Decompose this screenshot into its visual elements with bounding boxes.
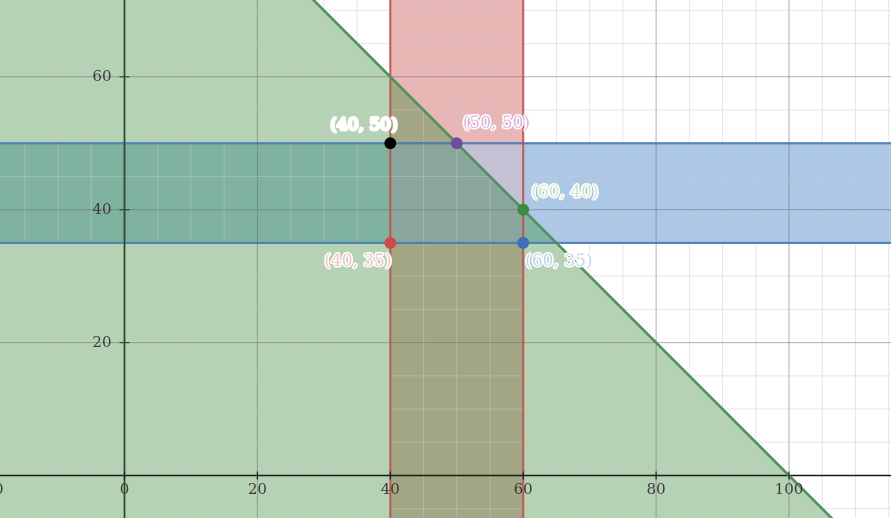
- data-point-40-35[interactable]: [384, 237, 397, 249]
- point-label-40-50: (40, 50): [330, 115, 398, 136]
- point-label-60-40: (60, 40): [531, 181, 599, 202]
- point-label-50-50: (50, 50): [462, 113, 531, 134]
- y-tick-label-20: 20: [92, 332, 112, 351]
- point-label-40-35: (40, 35): [324, 250, 392, 271]
- data-point-60-40[interactable]: [517, 203, 530, 216]
- x-tick-label-40: 40: [380, 479, 400, 498]
- x-tick-label-60: 60: [513, 479, 533, 498]
- x-tick-label-0: 0: [119, 479, 130, 498]
- x-tick-label-20: 20: [247, 479, 267, 498]
- x-tick-label-100: 100: [774, 479, 804, 498]
- x-tick-label-80: 80: [646, 479, 666, 498]
- data-point-60-35[interactable]: [517, 237, 530, 249]
- data-point-40-50[interactable]: [384, 137, 397, 150]
- x-tick-label-partial-left: 0: [0, 480, 4, 498]
- data-point-50-50[interactable]: [450, 137, 463, 150]
- y-tick-label-60: 60: [92, 66, 112, 85]
- y-tick-label-40: 40: [92, 199, 112, 218]
- point-label-60-35: (60, 35): [525, 250, 593, 271]
